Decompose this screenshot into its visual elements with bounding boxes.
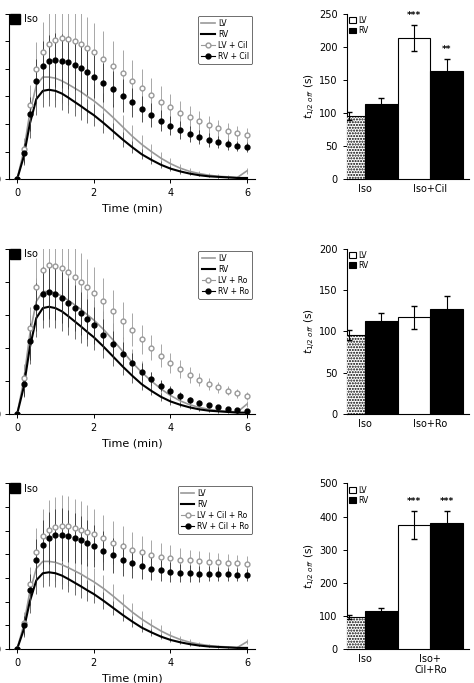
Bar xyxy=(332,617,365,649)
Bar xyxy=(332,116,365,179)
X-axis label: Time (min): Time (min) xyxy=(102,438,163,449)
Text: Iso: Iso xyxy=(24,249,38,260)
Bar xyxy=(398,525,430,649)
X-axis label: Time (min): Time (min) xyxy=(102,673,163,683)
Legend: LV, RV, LV + Cil + Ro, RV + Cil + Ro: LV, RV, LV + Cil + Ro, RV + Cil + Ro xyxy=(178,486,252,533)
Y-axis label: $t_{1/2\ off}$ (s): $t_{1/2\ off}$ (s) xyxy=(302,74,318,119)
X-axis label: Time (min): Time (min) xyxy=(102,204,163,214)
Bar xyxy=(365,104,398,179)
Bar xyxy=(332,335,365,414)
Bar xyxy=(332,335,365,414)
Legend: LV, RV: LV, RV xyxy=(348,250,369,270)
Text: **: ** xyxy=(442,45,452,55)
Text: ***: *** xyxy=(407,11,421,20)
Bar xyxy=(398,38,430,179)
Legend: LV, RV, LV + Cil, RV + Cil: LV, RV, LV + Cil, RV + Cil xyxy=(198,16,252,64)
Bar xyxy=(365,320,398,414)
Legend: LV, RV: LV, RV xyxy=(348,15,369,36)
Y-axis label: $t_{1/2\ off}$ (s): $t_{1/2\ off}$ (s) xyxy=(302,544,318,589)
Bar xyxy=(365,611,398,649)
Bar xyxy=(332,617,365,649)
Y-axis label: $t_{1/2\ off}$ (s): $t_{1/2\ off}$ (s) xyxy=(302,309,318,354)
Bar xyxy=(430,523,463,649)
Text: ***: *** xyxy=(407,497,421,506)
Legend: LV, RV, LV + Ro, RV + Ro: LV, RV, LV + Ro, RV + Ro xyxy=(199,251,252,298)
Bar xyxy=(430,71,463,179)
Bar xyxy=(398,317,430,414)
Text: ***: *** xyxy=(440,497,454,505)
Legend: LV, RV: LV, RV xyxy=(348,485,369,505)
Bar xyxy=(332,116,365,179)
Bar xyxy=(430,309,463,414)
Text: Iso: Iso xyxy=(24,484,38,494)
Text: Iso: Iso xyxy=(24,14,38,25)
